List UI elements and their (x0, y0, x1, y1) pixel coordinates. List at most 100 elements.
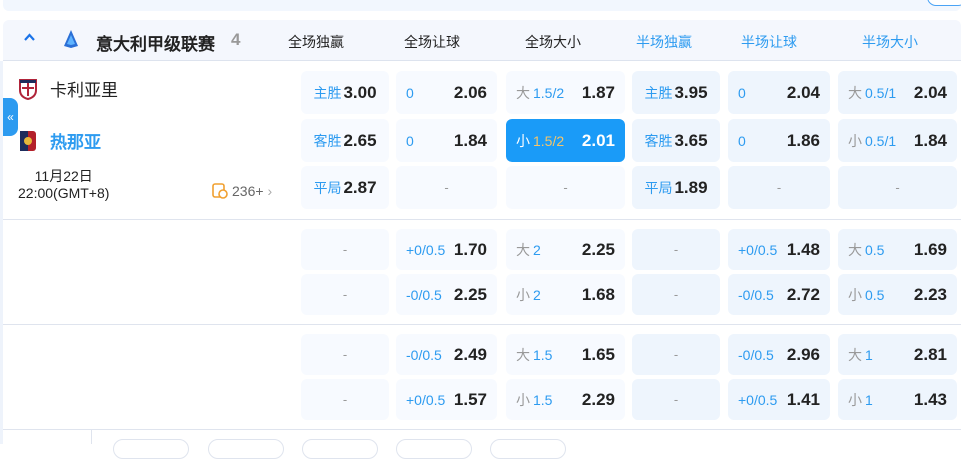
over-under-label: 大 (516, 241, 530, 258)
filter-pill[interactable] (113, 439, 189, 459)
odds-cell[interactable]: -0/0.5 2.96 (728, 334, 830, 375)
handicap-line: 1 (865, 346, 873, 363)
handicap-line: 1.5/2 (533, 132, 565, 149)
odds-cell[interactable]: 小 2 1.68 (506, 274, 625, 315)
handicap-line: 2 (533, 241, 541, 258)
league-match-count: 4 (231, 30, 241, 49)
odds-cell[interactable]: 大 1 2.81 (838, 334, 957, 375)
odds-value: 2.96 (786, 344, 820, 364)
over-under-label: 小 (516, 286, 530, 303)
handicap-line: 1.5/2 (533, 84, 565, 101)
odds-cell[interactable]: -0/0.5 2.49 (396, 334, 497, 375)
column-header[interactable]: 全场独赢 (288, 34, 344, 50)
odds-cell[interactable]: 小 1.5/2 2.01 (506, 119, 625, 162)
divider (91, 430, 92, 444)
empty-odds: - (895, 180, 900, 195)
empty-odds: - (342, 392, 348, 407)
odds-cell[interactable]: -0/0.5 2.25 (396, 274, 497, 315)
odds-value: 1.48 (786, 239, 820, 259)
odds-cell[interactable]: 大 0.5/1 2.04 (838, 71, 957, 114)
odds-cell[interactable]: +0/0.5 1.41 (728, 379, 830, 420)
match-date: 11月22日 (34, 168, 93, 184)
chevron-up-icon[interactable] (23, 31, 36, 44)
handicap-line: +0/0.5 (738, 391, 778, 408)
odds-cell[interactable]: 小 0.5/1 1.84 (838, 119, 957, 162)
handicap-line: 0.5/1 (865, 84, 897, 101)
odds-cell: - (301, 334, 389, 375)
odds-value: 2.81 (913, 344, 947, 364)
odds-cell[interactable]: 0 2.04 (728, 71, 830, 114)
handicap-line: 2 (533, 286, 541, 303)
odds-value: 3.00 (343, 82, 377, 102)
outcome-label: 客胜 (644, 132, 673, 149)
odds-cell[interactable]: 主胜 3.95 (632, 71, 720, 114)
markets-coin-icon (212, 183, 228, 199)
column-header[interactable]: 半场大小 (862, 34, 918, 50)
handicap-line: 0 (738, 132, 746, 149)
league-name: 意大利甲级联赛 (96, 35, 215, 54)
over-under-label: 大 (516, 84, 530, 101)
outcome-label: 平局 (644, 179, 673, 196)
odds-cell[interactable]: -0/0.5 2.72 (728, 274, 830, 315)
odds-cell[interactable]: +0/0.5 1.48 (728, 229, 830, 270)
odds-cell[interactable]: 平局 1.89 (632, 166, 720, 209)
bottom-bar (3, 430, 961, 459)
empty-odds: - (342, 347, 348, 362)
odds-cell[interactable]: +0/0.5 1.57 (396, 379, 497, 420)
odds-cell[interactable]: 大 1.5 1.65 (506, 334, 625, 375)
odds-cell[interactable]: 平局 2.87 (301, 166, 389, 209)
odds-cell: - (301, 274, 389, 315)
odds-cell[interactable]: 大 2 2.25 (506, 229, 625, 270)
divider (3, 219, 961, 220)
odds-cell[interactable]: 客胜 3.65 (632, 119, 720, 162)
column-header[interactable]: 半场让球 (741, 34, 797, 50)
odds-cell[interactable]: +0/0.5 1.70 (396, 229, 497, 270)
odds-value: 3.95 (674, 82, 708, 102)
filter-pill[interactable] (302, 439, 378, 459)
handicap-line: 0.5 (865, 286, 885, 303)
odds-cell[interactable]: 大 1.5/2 1.87 (506, 71, 625, 114)
cagliari-crest-icon (19, 78, 37, 100)
odds-value: 2.23 (913, 284, 947, 304)
odds-cell: - (301, 379, 389, 420)
top-right-button[interactable] (927, 0, 961, 6)
empty-odds: - (342, 242, 348, 257)
odds-cell[interactable]: 0 1.86 (728, 119, 830, 162)
handicap-line: -0/0.5 (406, 346, 442, 363)
column-header[interactable]: 全场大小 (525, 34, 581, 50)
league-header[interactable]: 意大利甲级联赛 4 全场独赢 全场让球 全场大小 半场独赢 半场让球 半场大小 (3, 20, 961, 61)
filter-pill[interactable] (396, 439, 472, 459)
odds-cell[interactable]: 主胜 3.00 (301, 71, 389, 114)
odds-cell[interactable]: 客胜 2.65 (301, 119, 389, 162)
column-header[interactable]: 全场让球 (404, 34, 460, 50)
odds-cell[interactable]: 0 1.84 (396, 119, 497, 162)
odds-cell[interactable]: 0 2.06 (396, 71, 497, 114)
odds-value: 1.70 (453, 239, 487, 259)
odds-cell: - (632, 229, 720, 270)
handicap-line: -0/0.5 (738, 346, 774, 363)
odds-cell[interactable]: 小 0.5 2.23 (838, 274, 957, 315)
sidebar-toggle-button[interactable]: « (3, 98, 18, 136)
over-under-label: 大 (848, 346, 862, 363)
odds-cell[interactable]: 大 0.5 1.69 (838, 229, 957, 270)
serie-a-logo-icon (64, 30, 78, 48)
over-under-label: 小 (848, 391, 862, 408)
home-team-name: 卡利亚里 (50, 81, 118, 100)
odds-value: 1.43 (913, 389, 947, 409)
odds-cell[interactable]: 小 1.5 2.29 (506, 379, 625, 420)
filter-pill[interactable] (208, 439, 284, 459)
column-header[interactable]: 半场独赢 (636, 34, 692, 50)
odds-cell[interactable]: 小 1 1.43 (838, 379, 957, 420)
more-markets-link[interactable]: 236+ › (212, 183, 272, 199)
handicap-line: 1.5 (533, 391, 553, 408)
odds-value: 1.87 (581, 82, 615, 102)
filter-pill[interactable] (490, 439, 566, 459)
more-markets-count: 236+ (232, 183, 264, 199)
left-border (0, 61, 3, 444)
handicap-line: +0/0.5 (406, 391, 446, 408)
home-team[interactable]: 卡利亚里 (18, 76, 118, 101)
away-team[interactable]: 热那亚 (18, 128, 101, 153)
odds-value: 2.65 (343, 130, 377, 150)
odds-value: 1.84 (913, 130, 947, 150)
odds-value: 2.72 (786, 284, 820, 304)
